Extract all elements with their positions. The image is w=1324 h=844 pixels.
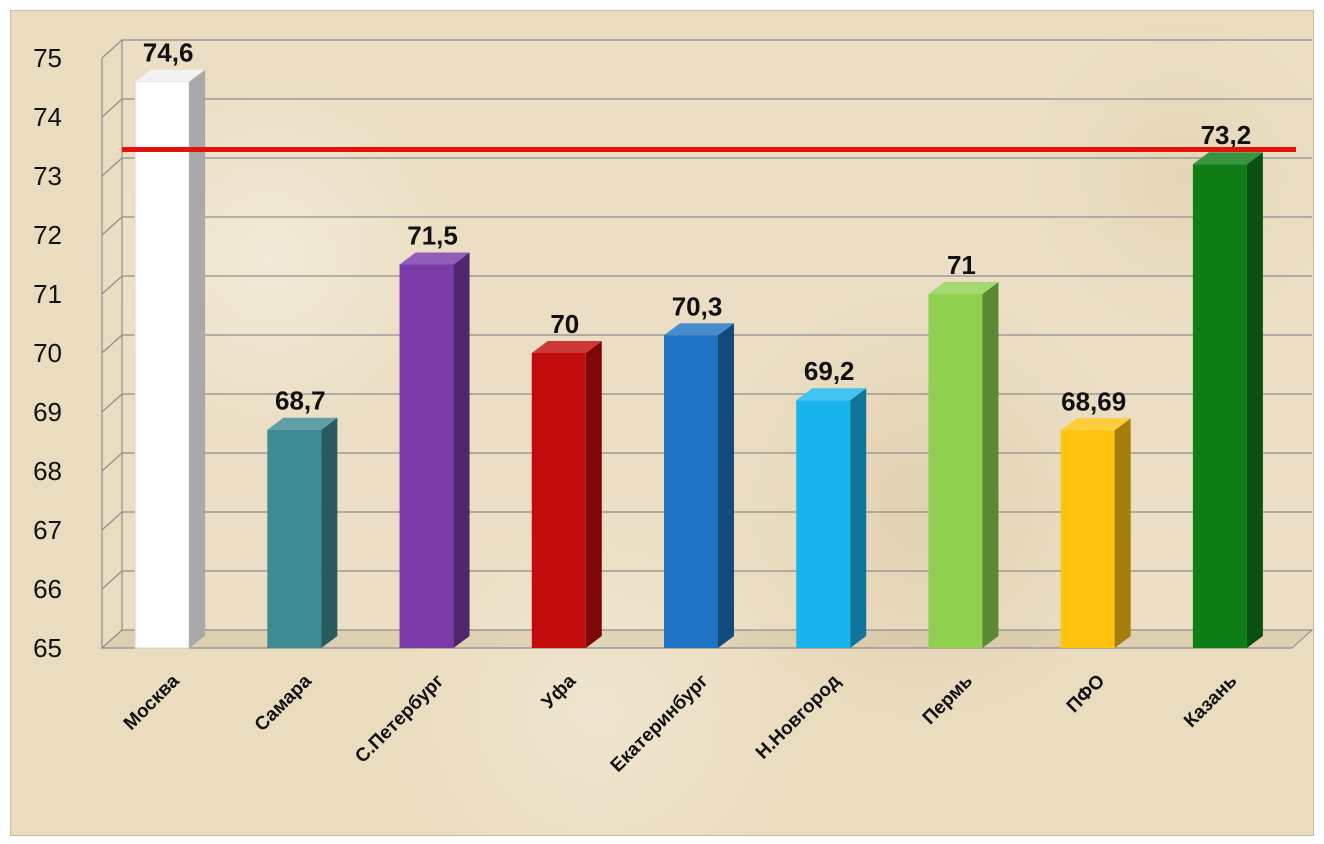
gridline-diagonal (101, 39, 123, 59)
gridline-diagonal (101, 216, 123, 236)
bar-side (453, 252, 470, 648)
chart-container: 65 66 67 68 69 70 71 72 73 74 75 74,6 Москва 68,7 Сама… (10, 10, 1314, 836)
bar-top (1060, 418, 1131, 431)
gridline-diagonal (101, 157, 123, 177)
y-tick-label: 71 (33, 279, 62, 309)
y-tick-label: 66 (33, 574, 62, 604)
bar-top (135, 69, 206, 82)
bar-top (531, 341, 602, 353)
bar-top (928, 282, 999, 294)
bar-front (796, 400, 851, 648)
y-tick-label: 67 (33, 515, 62, 545)
y-tick-label: 69 (33, 397, 62, 427)
bar-chart: 65 66 67 68 69 70 71 72 73 74 75 74,6 Москва 68,7 Сама… (33, 38, 1314, 777)
y-tick-label: 75 (33, 43, 62, 73)
bar-front (1192, 164, 1247, 648)
gridline-diagonal (101, 334, 123, 354)
gridline-diagonal (101, 275, 123, 295)
bar-front (531, 353, 586, 648)
x-tick-label: Самара (251, 670, 316, 735)
y-tick-label: 70 (33, 338, 62, 368)
bar-side (189, 69, 206, 649)
bar-side (850, 388, 867, 648)
y-tick-label: 74 (33, 102, 62, 132)
bar-front (399, 264, 454, 648)
data-label: 68,69 (1061, 386, 1126, 416)
data-label: 74,6 (143, 38, 194, 68)
x-tick-label: Уфа (538, 670, 581, 713)
gridline-diagonal (101, 393, 123, 413)
data-label: 69,2 (804, 356, 855, 386)
x-tick-label: Екатеринбург (607, 671, 713, 777)
bar-side (1246, 152, 1263, 648)
y-tick-label: 68 (33, 456, 62, 486)
data-label: 73,2 (1201, 120, 1252, 150)
bar-top (796, 388, 867, 401)
y-tick-label: 73 (33, 161, 62, 191)
bar-side (321, 417, 338, 648)
bar-top (664, 323, 734, 336)
bar-side (1114, 418, 1131, 648)
x-tick-label: ПФО (1063, 671, 1109, 717)
bar-front (1060, 430, 1115, 648)
bar-front (664, 335, 718, 648)
bar-front (267, 429, 322, 648)
y-tick-label: 72 (33, 220, 62, 250)
data-label: 68,7 (275, 386, 326, 416)
data-label: 70 (550, 309, 579, 339)
x-tick-label: Москва (120, 670, 184, 734)
x-tick-label: С.Петербург (351, 671, 448, 768)
gridline-diagonal (101, 629, 123, 649)
x-tick-label: Казань (1180, 671, 1241, 732)
gridline-diagonal (101, 570, 123, 590)
gridline-diagonal (101, 511, 123, 531)
bar-side (718, 323, 734, 648)
x-tick-label: Н.Новгород (752, 671, 845, 764)
data-label: 70,3 (672, 291, 723, 321)
bar-top (399, 252, 470, 265)
bar-top (1192, 152, 1263, 165)
x-tick-label: Пермь (919, 671, 977, 729)
bar-side (585, 341, 602, 648)
data-label: 71 (947, 250, 976, 280)
bar-top (267, 417, 338, 430)
bar-front (928, 294, 983, 648)
bar-front (134, 81, 190, 649)
gridline-diagonal (101, 98, 123, 118)
bar-side (982, 282, 999, 648)
y-tick-label: 65 (33, 633, 62, 663)
gridline-diagonal (101, 452, 123, 472)
data-label: 71,5 (407, 221, 458, 251)
